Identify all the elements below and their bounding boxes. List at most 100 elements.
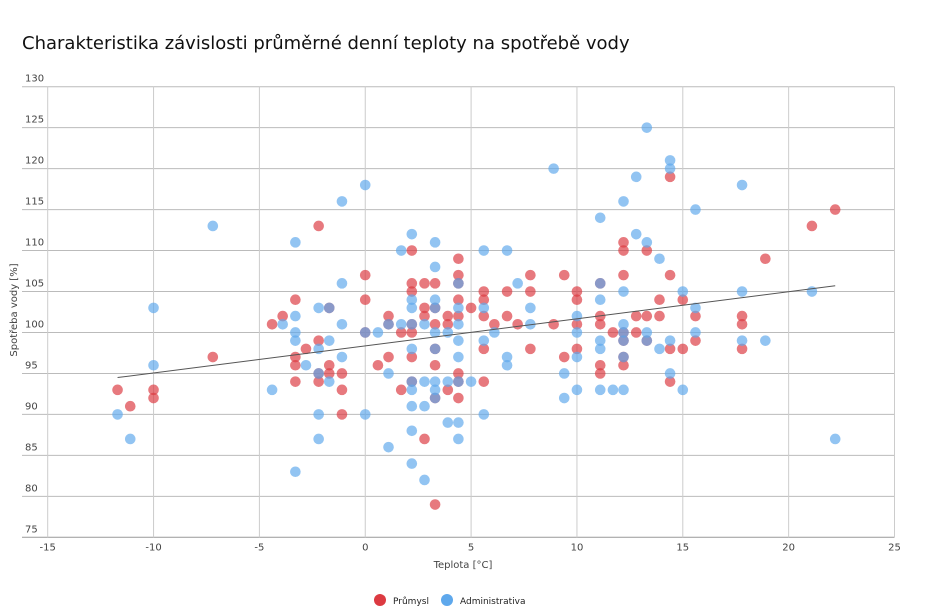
data-point-administrativa: [501, 359, 513, 371]
data-point-prumysl: [677, 294, 689, 306]
data-point-prumysl: [453, 253, 464, 265]
x-tick-label: 15: [676, 542, 689, 553]
data-point-prumysl: [148, 384, 159, 396]
data-point-administrativa: [641, 335, 653, 346]
data-point-administrativa: [453, 351, 464, 363]
data-point-administrativa: [359, 327, 371, 338]
y-tick-label: 95: [25, 360, 38, 371]
data-point-administrativa: [313, 368, 324, 379]
data-point-prumysl: [736, 310, 748, 322]
data-point-prumysl: [630, 310, 642, 322]
data-point-prumysl: [336, 409, 348, 420]
y-axis-label: Spotřeba vody [%]: [8, 263, 20, 356]
data-point-prumysl: [618, 237, 629, 248]
data-point-prumysl: [594, 359, 606, 371]
chart-title: Charakteristika závislosti průměrné denn…: [22, 33, 630, 54]
data-point-administrativa: [406, 400, 418, 412]
data-point-administrativa: [571, 351, 583, 363]
y-tick-label: 75: [25, 524, 38, 535]
data-point-administrativa: [429, 261, 441, 273]
data-point-administrativa: [419, 376, 430, 387]
data-point-administrativa: [525, 302, 536, 314]
x-tick-label: -15: [40, 542, 56, 553]
data-point-administrativa: [512, 278, 523, 289]
data-point-prumysl: [453, 310, 464, 322]
data-point-administrativa: [406, 384, 418, 396]
data-point-prumysl: [594, 318, 606, 330]
data-point-prumysl: [313, 220, 324, 232]
data-point-prumysl: [112, 384, 123, 396]
data-point-administrativa: [290, 327, 301, 338]
data-point-administrativa: [419, 474, 430, 486]
data-point-prumysl: [429, 359, 441, 371]
data-point-administrativa: [124, 433, 136, 445]
data-points: [112, 122, 841, 510]
x-tick-label: -10: [145, 542, 161, 553]
data-point-administrativa: [359, 179, 371, 191]
data-point-prumysl: [736, 343, 748, 355]
data-point-administrativa: [429, 294, 441, 306]
data-point-administrativa: [478, 245, 490, 256]
data-point-administrativa: [406, 425, 418, 437]
data-point-administrativa: [442, 417, 454, 428]
data-point-prumysl: [372, 359, 384, 371]
y-tick-label: 125: [25, 115, 44, 126]
data-point-administrativa: [383, 441, 394, 453]
data-point-prumysl: [618, 245, 629, 256]
data-point-prumysl: [406, 327, 418, 338]
data-point-administrativa: [594, 294, 606, 306]
data-point-prumysl: [323, 368, 335, 379]
data-point-administrativa: [266, 384, 278, 396]
data-point-administrativa: [664, 335, 676, 346]
data-point-administrativa: [558, 392, 570, 404]
data-point-prumysl: [641, 245, 653, 256]
data-point-prumysl: [419, 302, 430, 314]
data-point-prumysl: [654, 294, 665, 306]
data-point-administrativa: [607, 384, 619, 396]
data-point-administrativa: [453, 318, 464, 330]
y-tick-label: 115: [25, 197, 44, 208]
data-point-prumysl: [478, 376, 490, 387]
data-point-administrativa: [478, 302, 490, 314]
data-point-prumysl: [548, 318, 559, 330]
data-point-administrativa: [641, 122, 653, 133]
data-point-prumysl: [677, 343, 689, 355]
data-point-prumysl: [630, 327, 642, 338]
data-point-prumysl: [664, 343, 676, 355]
data-point-administrativa: [429, 237, 441, 248]
data-point-administrativa: [690, 327, 701, 338]
data-point-administrativa: [760, 335, 771, 346]
data-point-administrativa: [654, 253, 665, 265]
data-point-administrativa: [618, 318, 629, 330]
data-point-prumysl: [406, 278, 418, 289]
data-point-prumysl: [478, 294, 490, 306]
data-point-prumysl: [429, 499, 441, 510]
data-point-prumysl: [760, 253, 771, 265]
data-point-administrativa: [594, 212, 606, 224]
data-point-administrativa: [336, 351, 348, 363]
data-point-administrativa: [736, 286, 748, 297]
data-point-administrativa: [290, 310, 301, 322]
data-point-administrativa: [359, 409, 371, 420]
x-tick-label: -5: [254, 542, 264, 553]
grid: [22, 86, 895, 538]
data-point-prumysl: [406, 286, 418, 297]
data-point-administrativa: [478, 335, 490, 346]
data-point-prumysl: [359, 294, 371, 306]
data-point-prumysl: [429, 278, 441, 289]
data-point-administrativa: [736, 335, 748, 346]
legend-label-prumysl: Průmysl: [393, 596, 429, 607]
data-point-administrativa: [429, 384, 441, 396]
trendline: [117, 285, 836, 379]
data-point-administrativa: [571, 384, 583, 396]
data-point-prumysl: [558, 351, 570, 363]
data-point-prumysl: [336, 368, 348, 379]
data-point-prumysl: [429, 318, 441, 330]
data-point-prumysl: [465, 302, 477, 314]
data-point-prumysl: [395, 384, 407, 396]
data-point-administrativa: [148, 359, 159, 371]
data-point-administrativa: [594, 335, 606, 346]
data-point-administrativa: [419, 400, 430, 412]
data-point-administrativa: [558, 368, 570, 379]
